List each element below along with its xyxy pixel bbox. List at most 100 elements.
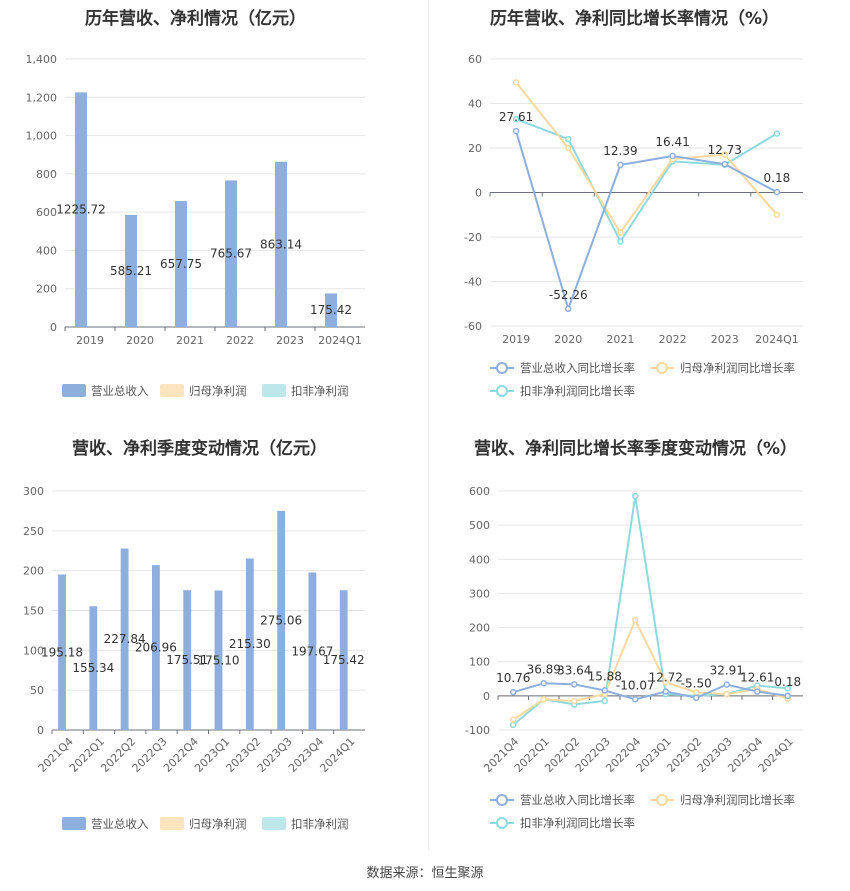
c1-legend-swatch (262, 384, 286, 397)
c2-point-label: 12.39 (603, 144, 637, 158)
c4-point-label: 0.18 (774, 675, 801, 689)
c4-point (784, 685, 791, 692)
c2-point (617, 238, 624, 245)
c2-xtick-label: 2024Q1 (755, 333, 799, 346)
c2-point (565, 144, 572, 152)
data-source: 数据来源：恒生聚源 (366, 866, 484, 881)
c1-ytick-label: 1,000 (26, 130, 58, 143)
c4-point-label: -10.07 (616, 678, 655, 692)
c2-point (669, 152, 676, 160)
c2-series-line (515, 130, 778, 312)
c4-point-label: 33.64 (557, 663, 591, 677)
c2-point (773, 188, 781, 196)
c4-legend-label: 归母净利润同比增长率 (680, 793, 795, 807)
chart-quarterly-growth: -10001002003004005006002021Q42022Q12022Q… (465, 485, 803, 830)
chart-quarterly-revenue: 0501001502002503002021Q42022Q12022Q22022… (23, 485, 365, 831)
c3-bar-label: 175.42 (323, 653, 365, 667)
c1-legend-label: 归母净利润 (189, 384, 247, 398)
c4-point (601, 687, 608, 694)
c3-bar (152, 565, 160, 730)
c3-bar-label: 175.51 (166, 653, 208, 667)
chart-3-title: 营收、净利季度变动情况（亿元） (72, 439, 327, 459)
c1-bar-label: 175.42 (310, 303, 352, 317)
c4-ytick-label: 400 (469, 553, 490, 566)
c3-ytick-label: 100 (23, 644, 44, 657)
c4-point (571, 681, 578, 688)
c2-series-line (515, 81, 778, 235)
c4-ytick-label: 500 (469, 519, 490, 532)
c2-xtick-label: 2019 (502, 333, 530, 346)
c3-legend-label: 归母净利润 (189, 817, 247, 831)
c3-legend-label: 营业总收入 (91, 817, 149, 831)
c4-point (723, 681, 730, 688)
chart-2-title: 历年营收、净利同比增长率情况（%） (490, 9, 780, 29)
c4-point-label: 15.88 (588, 669, 622, 683)
c2-legend-marker (496, 385, 508, 397)
c1-bar (175, 201, 187, 327)
c3-bar (89, 606, 98, 730)
c3-bar (308, 572, 317, 730)
c4-ytick-label: 0 (483, 690, 490, 703)
c4-legend-label: 营业总收入同比增长率 (520, 793, 635, 807)
c3-ytick-label: 300 (23, 485, 44, 498)
c1-ytick-label: 1,200 (26, 91, 58, 104)
c1-xtick-label: 2020 (126, 334, 154, 347)
c2-point-label: 16.41 (655, 135, 689, 149)
chart-annual-revenue: 0 200 400 600 800 1,000 1,200 1,400 2019 2020 2021… (26, 53, 365, 398)
c4-point (510, 721, 517, 729)
c3-bar-label: 197.67 (291, 644, 333, 658)
c1-bar (125, 214, 137, 327)
c1-bar-label: 585.21 (110, 264, 152, 278)
c3-legend-swatch (160, 817, 184, 830)
c3-bar-label: 155.34 (72, 661, 114, 675)
c3-bar (214, 590, 223, 730)
c2-ytick-label: -60 (464, 320, 482, 333)
c3-bar (183, 590, 192, 730)
c1-bar-label: 1225.72 (56, 203, 106, 217)
c4-series-line (512, 495, 788, 726)
c2-xtick-label: 2021 (606, 333, 634, 346)
c2-legend-marker (656, 362, 668, 374)
c1-ytick-label: 0 (50, 321, 57, 334)
c1-bar (275, 161, 287, 327)
c1-legend-label: 扣非净利润 (291, 384, 349, 398)
c1-xtick-label: 2019 (76, 334, 104, 347)
c2-point-label: 27.61 (499, 110, 533, 124)
c4-point (632, 696, 639, 703)
c4-point (510, 688, 517, 696)
c2-point (617, 229, 624, 236)
c4-series-line (512, 617, 789, 721)
c2-ytick-label: 20 (468, 142, 482, 155)
c4-point-label: 12.61 (740, 671, 774, 685)
c1-ytick-label: 800 (36, 168, 57, 181)
c1-xtick-label: 2022 (226, 334, 254, 347)
c3-bar (339, 590, 348, 730)
c4-point (632, 492, 639, 500)
c1-ytick-label: 600 (36, 206, 57, 219)
c1-bar-label: 657.75 (160, 257, 202, 271)
c1-bar (325, 293, 337, 327)
c3-ytick-label: 250 (23, 525, 44, 538)
c2-point (512, 115, 520, 123)
c3-ytick-label: 150 (23, 605, 44, 618)
c2-ytick-label: 0 (475, 187, 482, 200)
c4-point (784, 692, 791, 700)
c1-xtick-label: 2023 (276, 334, 304, 347)
c3-bar-label: 206.96 (135, 641, 177, 655)
c4-ytick-label: 100 (469, 656, 490, 669)
chart-annual-growth: -60 -40 -20 0 20 40 60 2019 2020 2021 2022 2023 2024… (464, 53, 803, 398)
c2-legend-label: 扣非净利润同比增长率 (520, 384, 635, 398)
c2-point (565, 135, 572, 143)
c4-point-label: 12.72 (649, 671, 683, 685)
c3-xtick-label: 2024Q1 (317, 735, 357, 775)
c4-ytick-label: 600 (469, 485, 490, 498)
c4-point (510, 716, 517, 724)
c2-point (721, 151, 728, 158)
c2-point (617, 161, 624, 169)
c1-ytick-label: 400 (36, 244, 57, 257)
c2-xtick-label: 2023 (711, 333, 739, 346)
c4-point (723, 690, 730, 698)
c4-point (754, 688, 761, 695)
c2-ytick-label: -40 (464, 276, 482, 289)
chart-1-title: 历年营收、净利情况（亿元） (85, 9, 306, 29)
